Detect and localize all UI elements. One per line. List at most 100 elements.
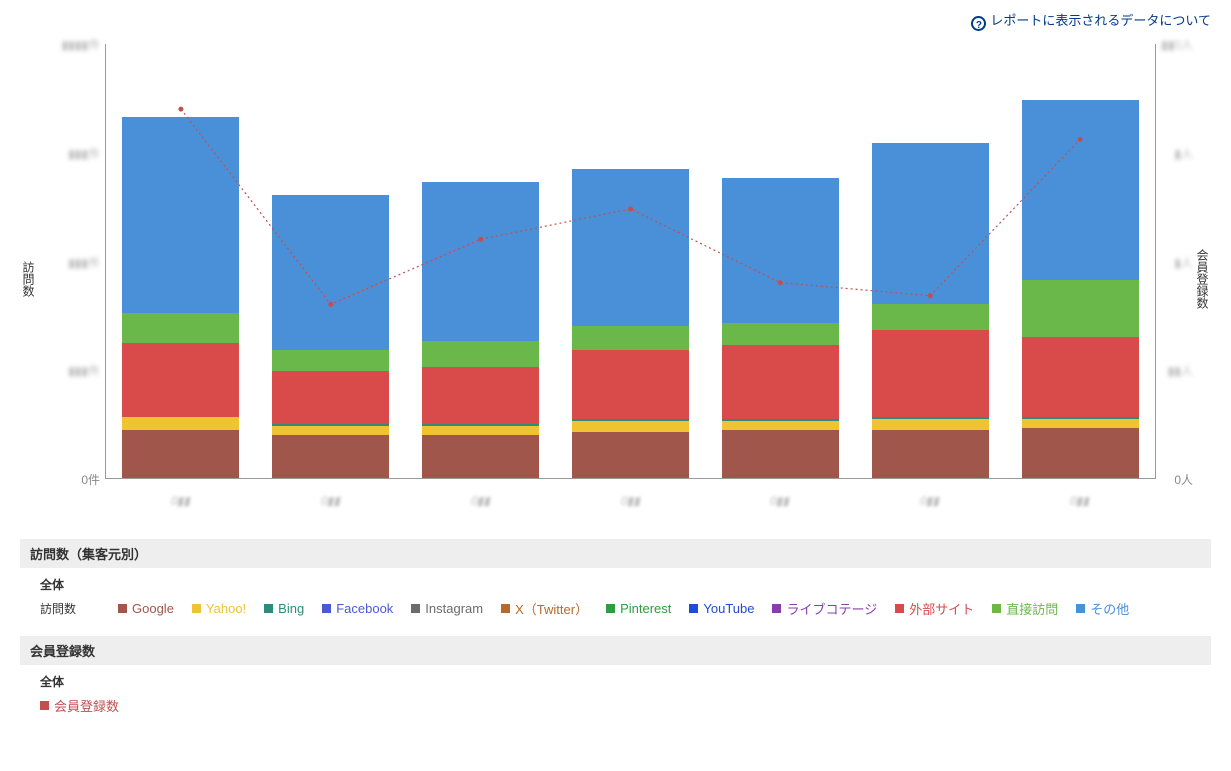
legend-item[interactable]: Yahoo! [192,601,246,616]
bar-slot: 0▮▮ [556,44,706,478]
legend-item[interactable]: 会員登録数 [40,696,119,715]
bar-segment-direct [122,313,239,343]
legend-label: Pinterest [620,601,671,616]
bar-segment-external [272,371,389,423]
legend-label: Yahoo! [206,601,246,616]
bar-segment-direct [872,304,989,330]
bar-segment-direct [572,326,689,350]
legend-swatch [689,604,698,613]
bar-segment-yahoo [572,421,689,432]
y-tick-right: ▮人 [1174,145,1193,162]
x-tick-label: 0▮▮ [919,494,941,508]
legend-item[interactable]: 直接訪問 [992,599,1058,618]
legend-item[interactable]: YouTube [689,601,754,616]
bar-segment-google [572,432,689,478]
legend-label: ライブコテージ [786,599,877,618]
stacked-bar[interactable] [872,143,989,478]
bar-segment-direct [422,341,539,367]
legend-label: 会員登録数 [54,696,119,715]
legend-swatch [606,604,615,613]
legend-item[interactable]: Instagram [411,601,483,616]
legend-item[interactable]: Google [118,601,174,616]
section-subtitle: 全体 [40,576,1201,593]
legend-swatch [264,604,273,613]
bar-segment-other [272,195,389,349]
legend-lead: 訪問数 [40,600,90,617]
bar-segment-google [422,435,539,479]
bar-segment-other [722,178,839,323]
bar-segment-yahoo [122,417,239,430]
y-tick-left: ▮▮▮件 [48,362,100,379]
bar-segment-external [872,330,989,417]
bar-segment-direct [272,350,389,372]
legend-swatch [411,604,420,613]
bar-segment-other [872,143,989,304]
bar-segment-external [422,367,539,424]
x-tick-label: 0▮▮ [619,494,641,508]
legend-label: 外部サイト [909,599,974,618]
y-tick-left: 0件 [48,471,100,488]
y-tick-left: ▮▮▮件 [48,254,100,271]
help-link-row: ?レポートに表示されるデータについて [20,10,1211,31]
legend-label: Bing [278,601,304,616]
legend-swatch [192,604,201,613]
stacked-bar[interactable] [1022,100,1139,478]
legend-item[interactable]: ライブコテージ [772,599,877,618]
bar-segment-yahoo [272,426,389,435]
section-body: 全体訪問数 Google Yahoo! Bing Facebook Instagram X（… [20,568,1211,626]
bar-segment-yahoo [722,421,839,430]
y-tick-right: ▮人 [1174,254,1193,271]
legend-swatch [772,604,781,613]
stacked-bar[interactable] [572,169,689,478]
plot-area: 0▮▮0▮▮0▮▮0▮▮0▮▮0▮▮0▮▮ [105,44,1156,479]
bar-slot: 0▮▮ [406,44,556,478]
legend-label: YouTube [703,601,754,616]
legend-label: Facebook [336,601,393,616]
legend-item[interactable]: Pinterest [606,601,671,616]
legend-section: 訪問数（集客元別）全体訪問数GoogleYahoo!BingFacebookIn… [20,539,1211,626]
section-title: 会員登録数 [20,636,1211,665]
legend-item[interactable]: Facebook [322,601,393,616]
stacked-bar[interactable] [272,195,389,478]
legend-swatch [322,604,331,613]
y-tick-left: ▮▮▮件 [48,145,100,162]
bar-segment-google [272,435,389,479]
section-body: 全体会員登録数 [20,665,1211,723]
stacked-bar[interactable] [122,117,239,478]
bar-segment-yahoo [422,426,539,435]
bar-slot: 0▮▮ [256,44,406,478]
bar-segment-google [1022,428,1139,478]
legend-swatch [992,604,1001,613]
x-tick-label: 0▮▮ [1069,494,1091,508]
legend-item[interactable]: その他 [1076,599,1129,618]
bar-segment-external [122,343,239,417]
chart-container: 訪問数 会員登録数 0▮▮0▮▮0▮▮0▮▮0▮▮0▮▮0▮▮ 0件0人▮▮▮件… [20,39,1211,519]
legend-item[interactable]: Bing [264,601,304,616]
bar-slot: 0▮▮ [1005,44,1155,478]
legend-item[interactable]: 外部サイト [895,599,974,618]
stacked-bar[interactable] [422,182,539,478]
bar-segment-yahoo [1022,419,1139,428]
y-tick-right: ▮▮人 [1168,362,1193,379]
bar-segment-google [722,430,839,478]
legend-swatch [501,604,510,613]
x-tick-label: 0▮▮ [170,494,192,508]
bar-segment-external [722,345,839,419]
bar-segment-other [572,169,689,326]
bar-slot: 0▮▮ [855,44,1005,478]
bar-slot: 0▮▮ [106,44,256,478]
bar-segment-other [122,117,239,313]
y-tick-right: 0人 [1174,471,1193,488]
legend-row: 会員登録数 [40,696,1201,715]
legend-label: その他 [1090,599,1129,618]
legend-swatch [118,604,127,613]
legend-item[interactable]: X（Twitter） [501,599,588,618]
legend-label: Instagram [425,601,483,616]
bar-slot: 0▮▮ [705,44,855,478]
help-link[interactable]: ?レポートに表示されるデータについて [971,13,1211,28]
y-tick-left: ▮▮▮▮件 [48,36,100,53]
bar-segment-yahoo [872,419,989,430]
bar-segment-other [422,182,539,341]
y-axis-right-title: 会員登録数 [1194,249,1211,309]
stacked-bar[interactable] [722,178,839,478]
